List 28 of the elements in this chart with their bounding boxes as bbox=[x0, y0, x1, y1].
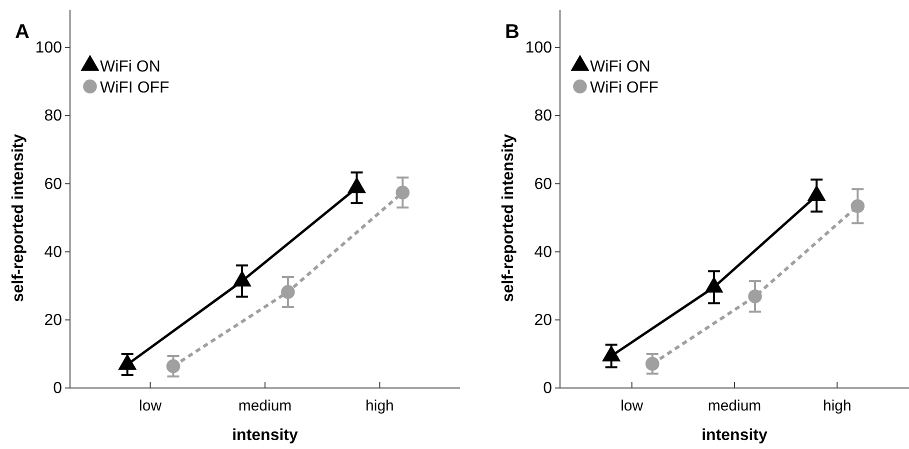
y-tick-label: 40 bbox=[534, 244, 552, 261]
y-tick-label: 0 bbox=[543, 380, 552, 398]
y-tick-label: 60 bbox=[534, 176, 552, 193]
y-tick-label: 20 bbox=[44, 312, 62, 330]
y-tick-label: 100 bbox=[35, 40, 62, 57]
text: A bbox=[15, 21, 30, 43]
x-tick-label: high bbox=[822, 398, 852, 414]
x-tick-label: low bbox=[620, 398, 644, 414]
y-tick-label: 20 bbox=[534, 312, 552, 330]
legend-label: WiFi OFF bbox=[590, 79, 659, 96]
y-tick-label: 80 bbox=[44, 108, 62, 125]
x-tick-label: medium bbox=[708, 398, 762, 414]
y-axis-title: self-reported intensity bbox=[500, 134, 517, 302]
y-tick-label: 60 bbox=[44, 176, 62, 193]
y-tick-label: 100 bbox=[525, 40, 552, 57]
x-tick-label: high bbox=[366, 398, 394, 414]
y-tick-label: 80 bbox=[534, 108, 552, 125]
legend-label: WiFi ON bbox=[100, 58, 160, 76]
y-axis-title: self-reported intensity bbox=[10, 134, 27, 302]
x-axis-title: intensity bbox=[232, 427, 298, 444]
x-tick-label: medium bbox=[238, 398, 292, 414]
legend-label: WiFI OFF bbox=[100, 79, 170, 96]
text: B bbox=[505, 21, 520, 43]
y-tick-label: 40 bbox=[44, 244, 62, 261]
x-axis-title: intensity bbox=[702, 427, 768, 444]
x-tick-label: low bbox=[139, 398, 162, 414]
y-tick-label: 0 bbox=[53, 380, 62, 398]
legend-label: WiFi ON bbox=[590, 58, 650, 76]
